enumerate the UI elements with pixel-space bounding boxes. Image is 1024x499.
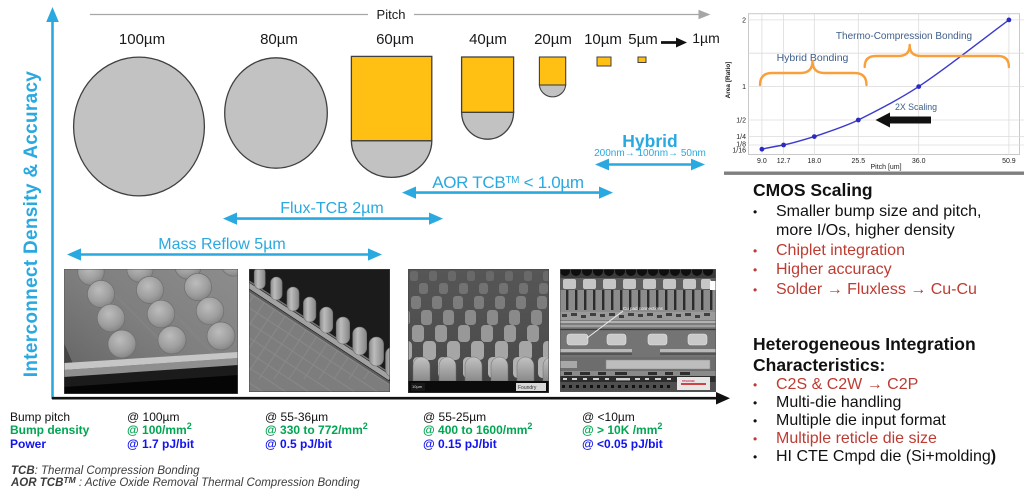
svg-text:1/4: 1/4 (736, 134, 746, 141)
svg-text:2X Scaling: 2X Scaling (895, 102, 937, 112)
svg-text:2: 2 (742, 17, 746, 24)
svg-text:Area [Ratio]: Area [Ratio] (725, 62, 732, 99)
svg-text:10µm: 10µm (412, 384, 423, 389)
svg-text:Foundry: Foundry (518, 385, 537, 391)
svg-text:1/16: 1/16 (732, 148, 746, 155)
svg-text:25.5: 25.5 (851, 158, 865, 165)
svg-text:Cu pad connections: Cu pad connections (623, 306, 664, 311)
svg-text:1/2: 1/2 (736, 118, 746, 125)
svg-text:12.7: 12.7 (777, 158, 791, 165)
svg-text:1: 1 (742, 84, 746, 91)
svg-text:1/8: 1/8 (736, 142, 746, 149)
svg-text:9.0: 9.0 (757, 158, 767, 165)
svg-text:50.9: 50.9 (1002, 158, 1016, 165)
svg-text:resonac: resonac (682, 379, 695, 383)
svg-text:18.0: 18.0 (807, 158, 821, 165)
svg-text:Hybrid Bonding: Hybrid Bonding (777, 52, 849, 64)
svg-text:36.0: 36.0 (912, 158, 926, 165)
svg-text:Thermo-Compression Bonding: Thermo-Compression Bonding (836, 31, 972, 42)
svg-text:Pitch [um]: Pitch [um] (870, 164, 901, 171)
